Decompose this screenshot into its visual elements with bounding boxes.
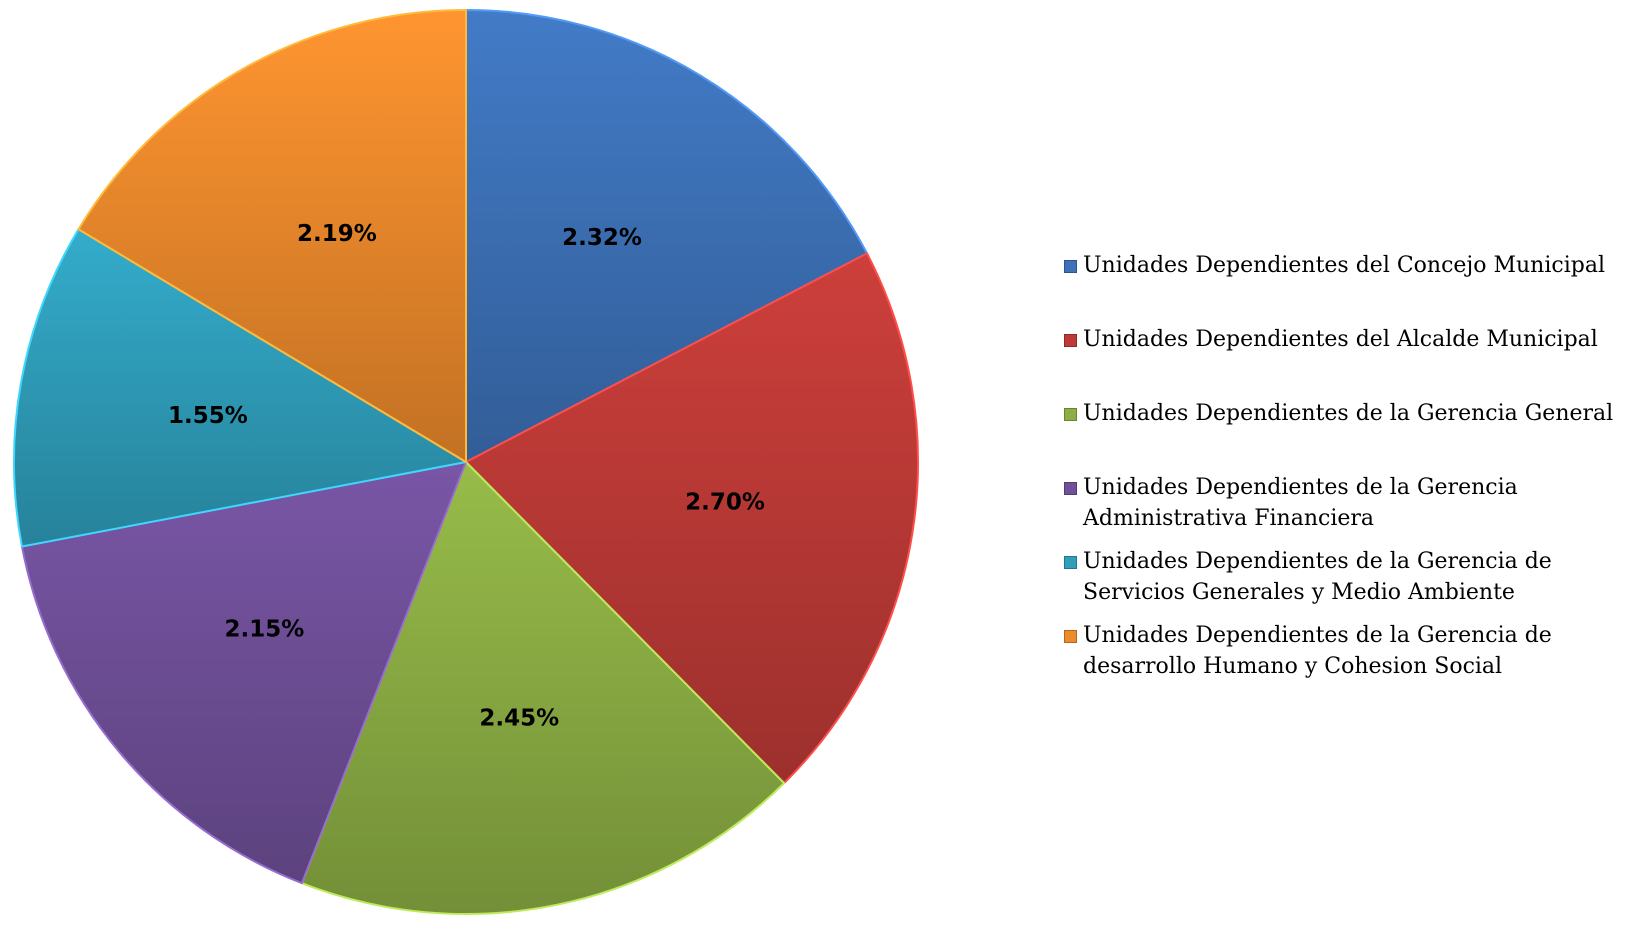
pie-slice-2	[465, 252, 919, 785]
legend-swatch-4	[1064, 482, 1077, 495]
pie-slices	[12, 9, 919, 915]
legend-item-2: Unidades Dependientes del Alcalde Munici…	[1064, 324, 1624, 355]
pie-slice-5	[12, 228, 467, 548]
legend-swatch-3	[1064, 408, 1077, 421]
slice-value-label-5: 1.55%	[168, 403, 248, 429]
pie-slice-1	[465, 9, 868, 463]
chart-legend: Unidades Dependientes del Concejo Munici…	[1064, 250, 1624, 682]
legend-label-1: Unidades Dependientes del Concejo Munici…	[1083, 253, 1605, 278]
pie-chart-svg: 2.32% 2.70% 2.45% 2.15% 1.55% 2.19%	[12, 9, 919, 915]
legend-item-3: Unidades Dependientes de la Gerencia Gen…	[1064, 398, 1624, 429]
legend-label-4: Unidades Dependientes de la Gerencia Adm…	[1083, 475, 1518, 531]
pie-slice-6	[77, 9, 467, 463]
pie-chart: 2.32% 2.70% 2.45% 2.15% 1.55% 2.19%	[12, 9, 919, 915]
legend-swatch-6	[1064, 630, 1077, 643]
legend-swatch-1	[1064, 260, 1077, 273]
pie-value-labels: 2.32% 2.70% 2.45% 2.15% 1.55% 2.19%	[168, 221, 765, 732]
slice-value-label-4: 2.15%	[225, 617, 305, 643]
legend-swatch-5	[1064, 556, 1077, 569]
legend-label-5: Unidades Dependientes de la Gerencia de …	[1083, 549, 1552, 605]
slice-value-label-6: 2.19%	[297, 221, 377, 247]
slice-value-label-1: 2.32%	[562, 225, 642, 251]
legend-item-6: Unidades Dependientes de la Gerencia de …	[1064, 620, 1624, 682]
legend-item-1: Unidades Dependientes del Concejo Munici…	[1064, 250, 1624, 281]
legend-swatch-2	[1064, 334, 1077, 347]
legend-label-3: Unidades Dependientes de la Gerencia Gen…	[1083, 401, 1614, 426]
legend-label-6: Unidades Dependientes de la Gerencia de …	[1083, 623, 1552, 679]
legend-item-5: Unidades Dependientes de la Gerencia de …	[1064, 546, 1624, 608]
slice-value-label-2: 2.70%	[685, 490, 765, 516]
legend-item-4: Unidades Dependientes de la Gerencia Adm…	[1064, 472, 1624, 534]
slice-value-label-3: 2.45%	[479, 706, 559, 732]
pie-slice-4	[20, 461, 467, 885]
legend-label-2: Unidades Dependientes del Alcalde Munici…	[1083, 327, 1598, 352]
